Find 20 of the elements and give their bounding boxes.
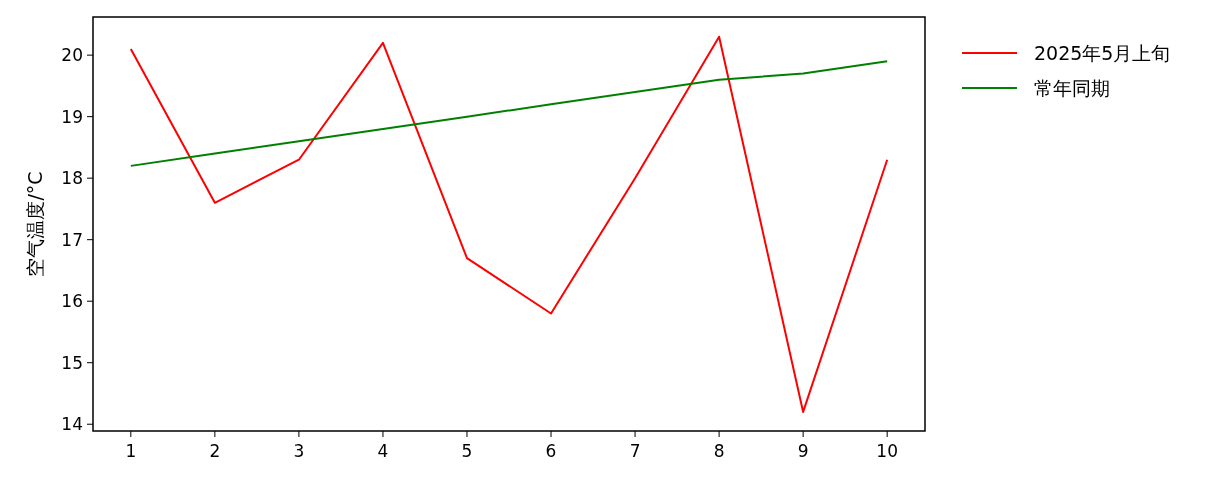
y-tick-label: 18 [61,168,83,189]
y-tick-label: 20 [61,45,83,66]
legend-label: 常年同期 [1034,77,1110,99]
x-tick-label: 4 [377,441,389,461]
y-tick-label: 14 [61,414,83,435]
y-tick-label: 19 [61,106,83,127]
legend-label: 2025年5月上旬 [1034,42,1171,64]
x-tick-label: 8 [713,441,725,461]
x-tick-label: 2 [209,441,221,461]
x-tick-label: 6 [545,441,557,461]
x-tick-label: 10 [876,441,898,461]
x-tick-label: 9 [797,441,809,461]
x-tick-label: 7 [629,441,641,461]
y-axis-title: 空气温度/°C [24,171,46,277]
y-tick-label: 16 [61,291,83,312]
y-tick-label: 15 [61,352,83,373]
y-tick-label: 17 [61,229,83,250]
x-tick-label: 5 [461,441,473,461]
x-tick-label: 3 [293,441,305,461]
x-tick-label: 1 [125,441,137,461]
